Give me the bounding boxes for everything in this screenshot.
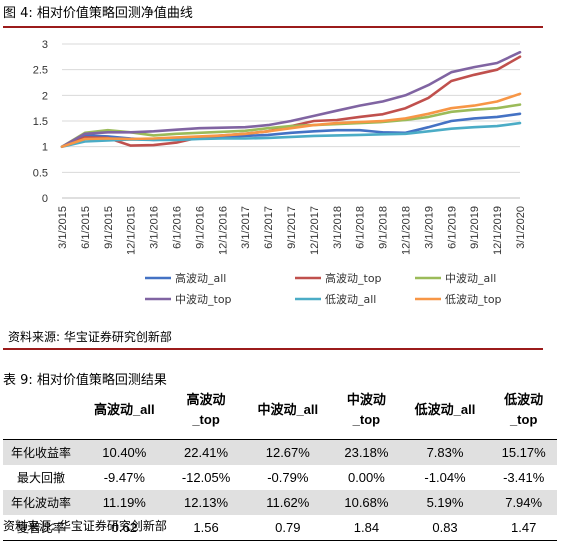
table-cell: 15.17%	[490, 439, 557, 465]
y-tick-label: 0	[42, 193, 48, 205]
table-cell: -9.47%	[103, 470, 145, 485]
table-row: 年化波动率 11.19% 12.13% 11.62% 10.68% 5.19% …	[3, 490, 557, 515]
header-cell: 高波动_all	[93, 402, 155, 417]
table-title: 表 9: 相对价值策略回测结果	[3, 373, 167, 388]
row-label: 年化收益率	[3, 439, 79, 465]
x-tick-label: 9/1/2018	[378, 206, 390, 249]
figure-bottom-rule	[3, 348, 543, 350]
figure-title: 图 4: 相对价值策略回测净值曲线	[3, 6, 193, 21]
x-tick-label: 6/1/2018	[355, 206, 367, 249]
table-cell: 7.83%	[399, 439, 491, 465]
table-cell: 10.68%	[333, 490, 400, 515]
x-tick-label: 3/1/2020	[515, 206, 527, 249]
y-tick-label: 2.5	[33, 65, 48, 77]
table-cell: 1.56	[193, 520, 219, 535]
row-label: 年化波动率	[3, 490, 79, 515]
table-row: 最大回撤 -9.47% -12.05% -0.79% 0.00% -1.04% …	[3, 465, 557, 490]
table-cell: 0.83	[432, 520, 458, 535]
x-tick-label: 9/1/2015	[103, 206, 115, 249]
row-label: 最大回撤	[16, 471, 65, 485]
header-cell: 中波动 _top	[346, 392, 386, 427]
nav-line-chart: 0 0.5 1 1.5 2 2.5 3 3/1/2015 6/1/2015 9/1/2015 12/…	[33, 39, 527, 306]
table-cell: 23.18%	[333, 439, 400, 465]
legend-label: 高波动_top	[325, 271, 382, 285]
table-cell: 7.94%	[490, 490, 557, 515]
y-tick-label: 1.5	[33, 116, 48, 128]
series-line	[60, 112, 522, 148]
table-cell: 12.13%	[169, 490, 243, 515]
x-tick-label: 6/1/2016	[172, 206, 184, 249]
x-tick-label: 12/1/2017	[309, 206, 321, 255]
legend-label: 中波动_all	[445, 272, 496, 285]
legend-label: 中波动_top	[175, 293, 232, 306]
y-tick-label: 2	[42, 90, 48, 102]
x-tick-label: 12/1/2015	[126, 206, 138, 255]
table-cell: 5.19%	[399, 490, 491, 515]
y-tick-label: 0.5	[33, 167, 48, 179]
x-tick-label: 3/1/2015	[57, 206, 69, 249]
table-cell: 0.79	[275, 520, 301, 535]
x-tick-label: 3/1/2018	[332, 206, 344, 249]
table-header-row: 高波动_all 高波动 _top 中波动_all 中波动 _top 低波动_al…	[3, 381, 557, 440]
table-cell: -0.79%	[267, 470, 309, 485]
x-tick-label: 3/1/2017	[240, 206, 252, 249]
row-label: 夏普比率	[16, 521, 65, 535]
table-cell: 12.67%	[242, 439, 334, 465]
series-line	[60, 50, 522, 148]
x-tick-label: 9/1/2016	[194, 206, 206, 249]
table-cell: 10.40%	[79, 439, 170, 465]
table-source: 资料来源: 华宝证券研究创新部	[3, 519, 167, 533]
x-tick-label: 9/1/2017	[286, 206, 298, 249]
x-tick-label: 6/1/2019	[446, 206, 458, 249]
table-row: 年化收益率 10.40% 22.41% 12.67% 23.18% 7.83% …	[3, 439, 557, 465]
table-cell: 0.62	[111, 520, 137, 535]
x-tick-label: 3/1/2019	[423, 206, 435, 249]
table-cell: -12.05%	[181, 470, 231, 485]
table-cell: 11.19%	[79, 490, 170, 515]
table-cell: 1.84	[353, 520, 380, 535]
x-tick-label: 12/1/2016	[217, 206, 229, 255]
y-tick-label: 1	[42, 142, 48, 154]
x-tick-label: 3/1/2016	[149, 206, 161, 249]
table-cell: 0.00%	[347, 470, 385, 485]
results-table: 高波动_all 高波动 _top 中波动_all 中波动 _top 低波动_al…	[3, 381, 557, 541]
legend-label: 低波动_all	[325, 293, 376, 306]
header-cell	[3, 381, 79, 440]
y-tick-label: 3	[42, 39, 48, 51]
figure-top-rule	[3, 26, 543, 28]
header-cell: 低波动 _top	[504, 392, 544, 427]
figure-source: 资料来源: 华宝证券研究创新部	[8, 330, 172, 344]
table-cell: -3.41%	[503, 470, 545, 485]
legend-label: 低波动_top	[445, 293, 502, 306]
series-line	[60, 103, 522, 148]
x-tick-label: 6/1/2015	[80, 206, 92, 249]
table-cell: -1.04%	[424, 470, 466, 485]
header-cell: 低波动_all	[414, 402, 476, 417]
x-tick-label: 9/1/2019	[469, 206, 481, 249]
series-line	[60, 92, 522, 148]
table-cell: 1.47	[511, 520, 537, 535]
x-tick-label: 6/1/2017	[263, 206, 275, 249]
header-cell: 中波动_all	[257, 402, 319, 417]
table-cell: 11.62%	[242, 490, 334, 515]
x-tick-label: 12/1/2018	[401, 206, 413, 255]
legend-label: 高波动_all	[175, 271, 226, 285]
table-cell: 22.41%	[169, 439, 243, 465]
x-tick-label: 12/1/2019	[492, 206, 504, 255]
header-cell: 高波动 _top	[186, 392, 226, 427]
